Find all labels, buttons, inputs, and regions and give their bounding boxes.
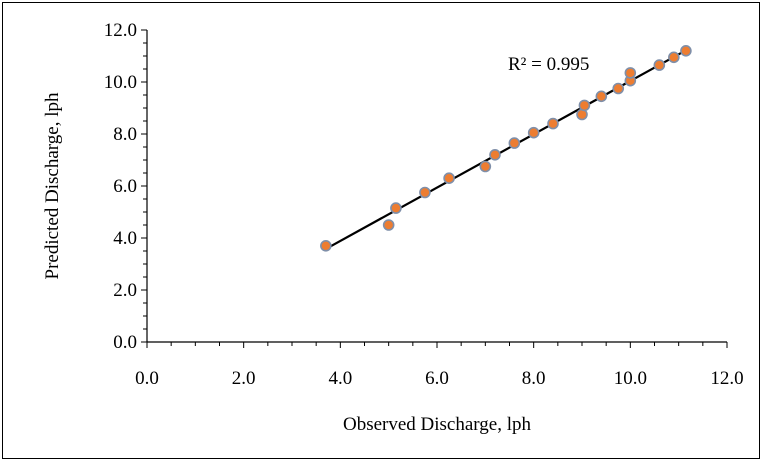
x-axis-ticks: [146, 342, 728, 348]
x-tick-label: 10.0: [614, 368, 647, 389]
y-tick-label: 6.0: [113, 176, 137, 197]
data-point: [595, 90, 608, 103]
data-points: [320, 44, 692, 252]
data-point: [578, 99, 591, 112]
data-point: [680, 44, 692, 57]
x-tick-label: 6.0: [425, 368, 449, 389]
x-axis-title: Observed Discharge, lph: [343, 414, 532, 435]
data-point: [527, 126, 540, 139]
x-tick-label: 2.0: [232, 368, 256, 389]
x-tick-label: 0.0: [135, 368, 159, 389]
r-squared-annotation: R² = 0.995: [508, 54, 589, 75]
x-tick-label: 8.0: [522, 368, 546, 389]
axes: 0.0 2.0 4.0 6.0 8.0 10.0 12.0 0.0 2.0 4.0 6.0 8.0 1…: [104, 20, 744, 389]
y-axis-title: Predicted Discharge, lph: [42, 92, 63, 279]
data-point: [668, 51, 680, 64]
data-point: [547, 117, 559, 130]
data-point: [382, 219, 395, 231]
data-point: [479, 160, 492, 173]
data-point: [508, 137, 521, 149]
data-point: [390, 202, 402, 214]
y-axis-ticks: [141, 29, 147, 343]
data-point: [624, 67, 637, 79]
data-point: [320, 240, 332, 252]
x-axis-tick-labels: 0.0 2.0 4.0 6.0 8.0 10.0 12.0: [135, 368, 744, 389]
y-tick-label: 4.0: [113, 228, 137, 249]
y-tick-label: 12.0: [104, 20, 137, 41]
data-point: [443, 172, 455, 184]
x-tick-label: 12.0: [710, 368, 743, 389]
y-tick-label: 10.0: [104, 72, 137, 93]
data-point: [653, 59, 666, 71]
y-tick-label: 2.0: [113, 280, 137, 301]
data-point: [612, 82, 625, 95]
y-axis-tick-labels: 0.0 2.0 4.0 6.0 8.0 10.0 12.0: [104, 20, 137, 353]
y-tick-label: 0.0: [113, 332, 137, 353]
data-point: [489, 149, 501, 161]
x-tick-label: 4.0: [328, 368, 352, 389]
y-tick-label: 8.0: [113, 124, 137, 145]
data-point: [419, 186, 431, 199]
